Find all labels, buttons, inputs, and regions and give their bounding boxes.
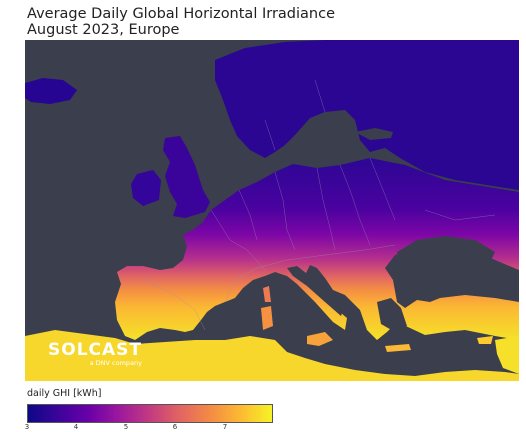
north-africa <box>25 330 519 381</box>
cyprus <box>477 336 493 344</box>
irradiance-map <box>25 40 519 381</box>
sardinia <box>261 306 273 330</box>
corsica <box>263 286 271 302</box>
colorbar-tick: 5 <box>123 423 129 431</box>
gulf-of-finland <box>355 128 393 140</box>
colorbar-tick: 4 <box>73 423 79 431</box>
logo-wordmark: SOLCAST <box>48 340 143 360</box>
country-borders <box>144 79 496 331</box>
colorbar-tick: 6 <box>172 423 178 431</box>
aegean-sea <box>377 298 407 332</box>
map-svg <box>25 40 519 381</box>
adriatic-sea <box>287 266 343 316</box>
legend-label: daily GHI [kWh] <box>27 388 102 399</box>
scandinavia <box>215 40 519 190</box>
middle-east <box>495 336 519 374</box>
baltic-sea <box>297 114 367 168</box>
sicily <box>307 332 333 346</box>
chart-title: Average Daily Global Horizontal Irradian… <box>27 6 335 38</box>
ireland <box>131 170 161 206</box>
mainland-europe <box>115 158 519 340</box>
title-line-1: Average Daily Global Horizontal Irradian… <box>27 6 335 22</box>
colorbar-tick: 7 <box>222 423 228 431</box>
crete <box>385 344 411 352</box>
colorbar <box>27 404 273 423</box>
logo-tagline: a DNV company <box>89 359 143 367</box>
colorbar-tick: 3 <box>24 423 30 431</box>
solcast-logo: SOLCAST a DNV company <box>48 341 142 367</box>
great-britain <box>163 136 210 218</box>
black-sea <box>397 236 495 278</box>
iceland <box>25 78 77 104</box>
title-line-2: August 2023, Europe <box>27 22 180 38</box>
